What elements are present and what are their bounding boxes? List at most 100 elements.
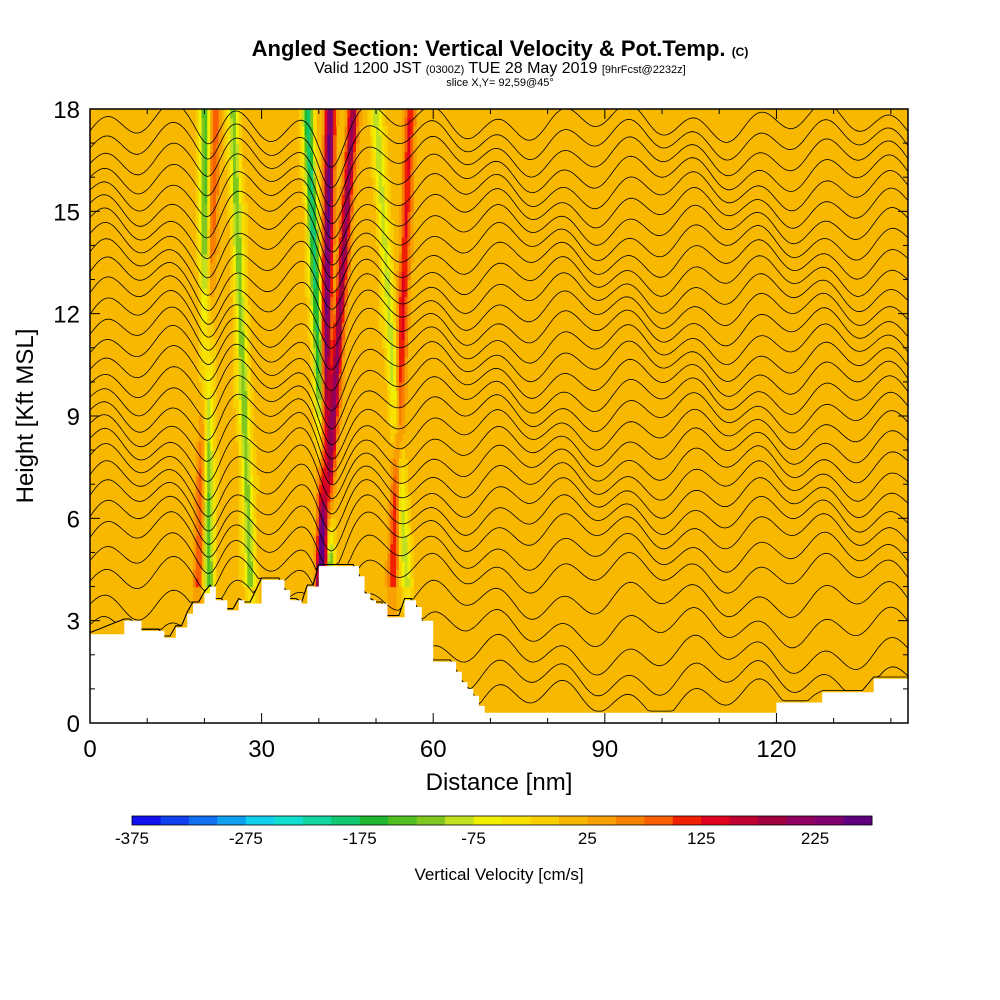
velocity-cell: [204, 134, 208, 144]
velocity-cell: [201, 245, 206, 255]
velocity-cell: [198, 467, 203, 477]
velocity-cell: [230, 168, 234, 178]
velocity-cell: [390, 381, 394, 392]
velocity-cell: [327, 194, 331, 204]
velocity-cell: [404, 339, 409, 349]
velocity-cell: [393, 595, 397, 605]
velocity-cell: [338, 219, 343, 229]
velocity-cell: [401, 578, 406, 588]
velocity-cell: [335, 236, 340, 247]
velocity-cell: [321, 364, 326, 374]
velocity-cell: [238, 509, 243, 519]
velocity-cell: [238, 168, 243, 178]
velocity-cell: [204, 211, 208, 221]
velocity-cell: [204, 407, 208, 417]
velocity-cell: [327, 143, 331, 153]
velocity-cell: [313, 407, 317, 417]
velocity-cell: [321, 253, 326, 264]
velocity-cell: [238, 330, 243, 340]
velocity-cell: [215, 109, 220, 119]
velocity-cell: [307, 202, 311, 212]
velocity-cell: [393, 578, 397, 588]
velocity-cell: [376, 160, 380, 170]
velocity-cell: [333, 450, 337, 460]
velocity-cell: [315, 347, 320, 357]
velocity-cell: [195, 560, 200, 571]
velocity-cell: [387, 339, 391, 349]
velocity-cell: [207, 424, 211, 434]
velocity-cell: [313, 578, 317, 588]
velocity-cell: [201, 347, 206, 357]
velocity-cell: [330, 271, 334, 281]
velocity-cell: [321, 518, 326, 528]
isentrope-line: [90, 272, 908, 329]
velocity-cell: [244, 526, 248, 536]
velocity-cell: [413, 126, 417, 136]
velocity-cell: [321, 390, 326, 400]
velocity-cell: [335, 347, 340, 357]
velocity-cell: [330, 407, 334, 417]
velocity-cell: [313, 543, 317, 554]
velocity-cell: [410, 151, 414, 161]
velocity-cell: [313, 271, 317, 281]
velocity-cell: [410, 194, 414, 204]
velocity-cell: [241, 185, 246, 195]
velocity-cell: [387, 253, 391, 264]
velocity-cell: [235, 109, 240, 119]
velocity-cell: [344, 109, 349, 119]
velocity-cell: [233, 109, 237, 119]
velocity-cell: [396, 467, 400, 477]
colorbar-tick-label: 25: [578, 829, 597, 848]
velocity-cell: [324, 330, 328, 340]
velocity-cell: [233, 322, 237, 332]
velocity-cell: [318, 219, 323, 229]
velocity-cell: [247, 313, 251, 323]
velocity-cell: [321, 168, 326, 178]
velocity-cell: [255, 475, 260, 485]
velocity-cell: [404, 364, 409, 374]
velocity-cell: [384, 279, 389, 289]
velocity-cell: [238, 253, 243, 264]
velocity-cell: [201, 126, 206, 136]
velocity-cell: [233, 219, 237, 229]
velocity-cell: [250, 441, 254, 451]
velocity-cell: [207, 416, 211, 426]
velocity-cell: [307, 211, 311, 221]
velocity-cell: [255, 560, 260, 571]
velocity-cell: [401, 475, 406, 485]
velocity-cell: [404, 330, 409, 340]
velocity-cell: [341, 330, 346, 340]
velocity-cell: [333, 484, 337, 494]
velocity-cell: [313, 347, 317, 357]
velocity-cell: [393, 356, 397, 366]
velocity-cell: [384, 578, 389, 588]
velocity-cell: [347, 245, 351, 255]
velocity-cell: [321, 543, 326, 554]
velocity-cell: [404, 262, 409, 272]
velocity-cell: [210, 441, 214, 451]
velocity-cell: [407, 586, 411, 596]
velocity-cell: [335, 279, 340, 289]
velocity-cell: [315, 330, 320, 340]
velocity-cell: [315, 373, 320, 383]
velocity-cell: [235, 211, 240, 221]
velocity-cell: [401, 322, 406, 332]
velocity-cell: [407, 185, 411, 195]
velocity-cell: [315, 390, 320, 400]
velocity-cell: [393, 339, 397, 349]
velocity-cell: [244, 475, 248, 485]
velocity-cell: [235, 245, 240, 255]
velocity-cell: [341, 211, 346, 221]
velocity-cell: [335, 381, 340, 392]
colorbar-label: Vertical Velocity [cm/s]: [414, 865, 583, 884]
velocity-cell: [250, 492, 254, 502]
velocity-cell: [324, 185, 328, 195]
velocity-cell: [198, 202, 203, 212]
velocity-cell: [198, 509, 203, 519]
velocity-cell: [192, 518, 197, 528]
velocity-cell: [338, 262, 343, 272]
velocity-cell: [398, 424, 403, 434]
velocity-cell: [212, 253, 217, 264]
velocity-cell: [404, 211, 409, 221]
velocity-cell: [327, 501, 331, 511]
